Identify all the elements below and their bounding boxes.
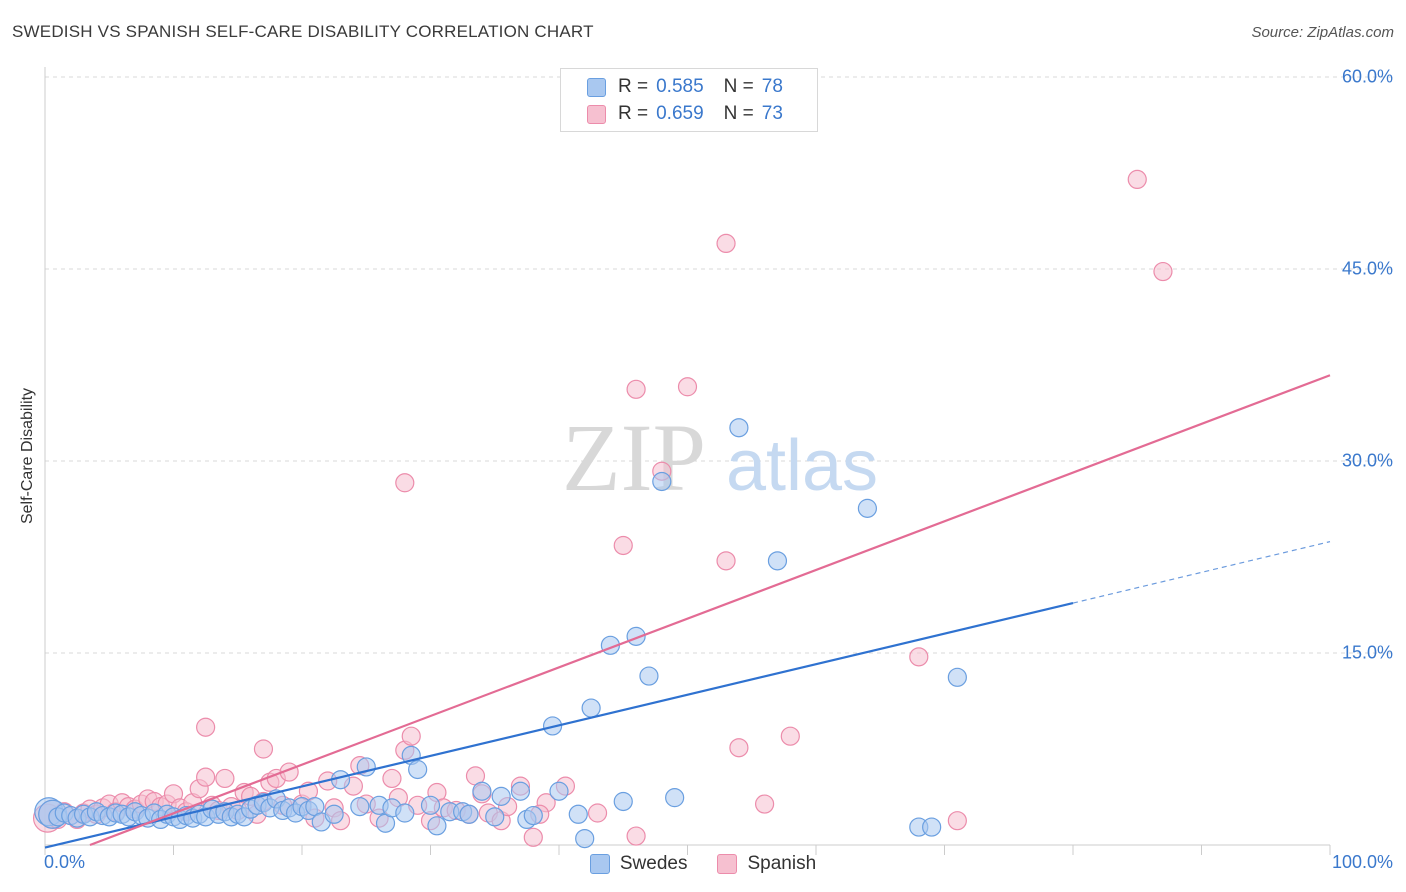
spanish-point [909, 647, 929, 667]
swedes-point [408, 759, 428, 780]
y-tick-label: 30.0% [1341, 450, 1393, 471]
swedes-point [420, 795, 441, 815]
spanish-point [780, 726, 800, 746]
swedes-point [947, 667, 967, 687]
y-axis-label: Self-Care Disability [19, 387, 36, 525]
swedes-point [652, 471, 672, 492]
legend-row-spanish: R = 0.659 N = 73 [561, 101, 783, 127]
swedes-point [767, 551, 788, 571]
spanish-point [947, 811, 967, 831]
spanish-point [1153, 261, 1173, 282]
legend-r-label: R = [618, 76, 649, 97]
spanish-point [754, 794, 775, 814]
legend-r-label: R = [618, 103, 649, 124]
swedes-point [459, 804, 479, 824]
spanish-point [1127, 169, 1147, 189]
swedes-point [350, 796, 370, 817]
spanish-point [729, 738, 749, 758]
legend-r-value: 0.659 [656, 103, 704, 124]
x-tick-max: 100.0% [1331, 852, 1393, 872]
spanish-swatch [587, 104, 606, 124]
spanish-point [253, 739, 274, 759]
legend-r-value: 0.585 [656, 76, 704, 97]
swedes-point [485, 807, 505, 827]
swedes-trend-extension [1072, 541, 1331, 604]
swedes-point [575, 828, 595, 849]
x-tick-min: 0.0% [44, 852, 86, 872]
watermark-atlas: atlas [726, 426, 878, 506]
swedes-point [922, 817, 942, 837]
swedes-point [857, 498, 878, 518]
legend-n-value: 78 [761, 76, 783, 97]
spanish-point [215, 768, 235, 789]
swedes-trend-line [44, 602, 1074, 849]
swedes-point [581, 698, 601, 718]
swedes-point [568, 804, 588, 824]
spanish-trend-line [89, 374, 1331, 847]
swedes-swatch [587, 77, 606, 97]
y-tick-label: 60.0% [1341, 66, 1393, 87]
spanish-point [613, 535, 633, 556]
legend-item-swedes[interactable]: Swedes [589, 853, 688, 875]
watermark-zip: ZIP [562, 404, 706, 511]
spanish-point [716, 233, 736, 253]
swedes-point [472, 781, 492, 801]
legend-n-value: 73 [761, 103, 783, 124]
swedes-point [395, 803, 415, 823]
swedes-point [613, 791, 633, 812]
chart-title: SWEDISH VS SPANISH SELF-CARE DISABILITY … [12, 22, 594, 41]
spanish-point [523, 827, 543, 847]
grid-layer [44, 67, 1392, 855]
legend-label-spanish: Spanish [747, 853, 817, 874]
spanish-point [395, 473, 415, 493]
swedes-point [523, 805, 543, 826]
spanish-point [401, 726, 421, 746]
legend-label-swedes: Swedes [619, 853, 688, 874]
y-tick-label: 15.0% [1341, 642, 1393, 663]
swedes-point [549, 781, 569, 801]
series-legend: Swedes Spanish [0, 851, 1406, 877]
legend-item-spanish[interactable]: Spanish [717, 853, 816, 875]
swedes-point [510, 781, 531, 801]
spanish-legend-swatch [717, 854, 738, 874]
spanish-point [677, 377, 698, 397]
swedes-points [34, 418, 967, 849]
correlation-legend: R = 0.585 N = 78 R = 0.659 N = 73 [560, 68, 818, 132]
spanish-point [626, 379, 646, 399]
swedes-legend-swatch [589, 854, 610, 874]
swedes-point [729, 418, 749, 438]
spanish-point [716, 551, 736, 571]
swedes-point [491, 786, 511, 806]
swedes-point [324, 804, 344, 824]
swedes-point [427, 816, 447, 836]
spanish-point [196, 717, 216, 737]
legend-row-swedes: R = 0.585 N = 78 [561, 74, 783, 100]
legend-n-label: N = [723, 76, 754, 97]
watermark: ZIP atlas [562, 404, 878, 511]
trend-lines [44, 374, 1331, 849]
legend-n-label: N = [723, 103, 754, 124]
spanish-point [196, 767, 216, 787]
spanish-point [626, 826, 646, 846]
swedes-point [665, 788, 685, 808]
source-label: Source: ZipAtlas.com [1251, 24, 1394, 41]
y-tick-label: 45.0% [1341, 258, 1393, 279]
spanish-point [587, 803, 608, 823]
spanish-point [382, 768, 402, 789]
swedes-point [639, 666, 659, 686]
